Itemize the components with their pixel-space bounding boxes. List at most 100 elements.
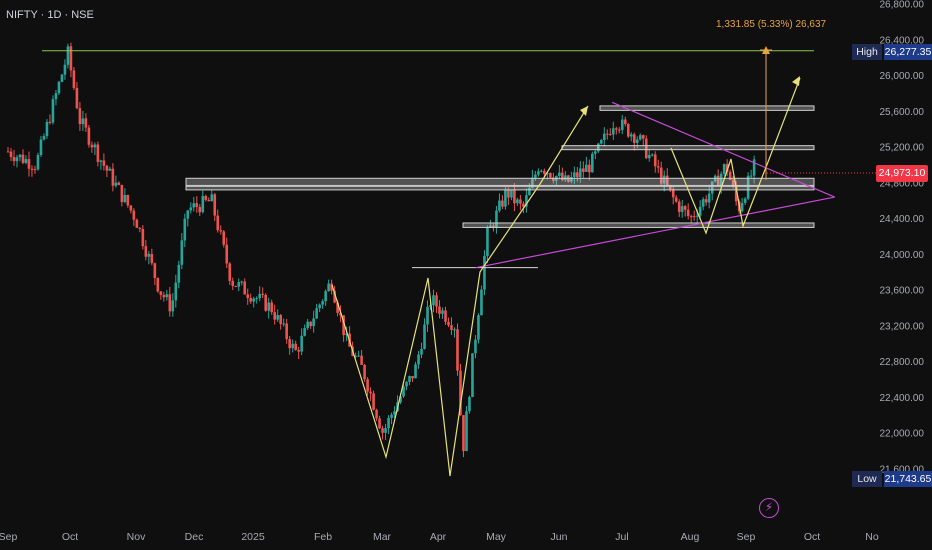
triangle-upper-line[interactable] <box>611 101 835 198</box>
time-tick-label: Oct <box>62 531 78 543</box>
candle-body <box>417 354 420 365</box>
wave-path[interactable] <box>331 105 589 477</box>
candle-body <box>69 46 73 71</box>
candle-body <box>249 297 253 302</box>
candle-body <box>261 293 265 295</box>
candle-body <box>644 138 648 159</box>
candle-body <box>614 128 618 130</box>
candle-body <box>123 195 127 203</box>
zone-rectangle[interactable] <box>561 145 815 151</box>
candle-body <box>294 343 297 351</box>
candle-body <box>570 177 573 182</box>
time-tick-label: Nov <box>127 531 146 543</box>
candle-body <box>207 199 211 202</box>
candle-body <box>510 189 513 198</box>
time-tick-label: Apr <box>430 531 447 543</box>
candle-body <box>126 195 130 206</box>
time-tick-label: Sep <box>0 531 17 543</box>
zone-rectangle[interactable] <box>462 222 815 228</box>
candle-body <box>54 93 58 100</box>
candles-layer <box>6 42 756 458</box>
time-tick-label: Dec <box>185 531 204 543</box>
candle-body <box>24 159 28 163</box>
candle-body <box>692 216 696 218</box>
candle-body <box>405 381 408 387</box>
candle-body <box>282 323 285 325</box>
candle-body <box>252 298 256 302</box>
candle-body <box>300 335 303 352</box>
candle-body <box>102 160 106 166</box>
candle-body <box>12 157 16 162</box>
candle-body <box>171 300 175 312</box>
candle-body <box>99 160 103 162</box>
candle-body <box>638 135 642 140</box>
candle-body <box>45 121 49 137</box>
candle-body <box>594 151 597 154</box>
candle-body <box>258 293 262 299</box>
candle-body <box>216 215 220 231</box>
candle-body <box>285 323 288 340</box>
high-flag: High 26,277.35 <box>852 44 932 60</box>
candle-body <box>641 135 645 139</box>
candle-body <box>576 172 579 178</box>
candle-body <box>701 199 705 207</box>
price-tick-label: 24,400.00 <box>880 214 925 225</box>
candle-body <box>632 134 636 143</box>
zone-rectangle[interactable] <box>185 177 815 186</box>
candle-body <box>18 154 22 158</box>
candle-body <box>312 318 315 327</box>
candle-body <box>698 206 702 216</box>
candle-body <box>84 118 88 128</box>
candle-body <box>591 153 594 173</box>
candle-body <box>267 302 270 311</box>
candle-body <box>195 203 199 208</box>
candle-body <box>540 170 543 172</box>
lightning-bolt-icon[interactable]: ⚡︎ <box>759 498 779 518</box>
candle-body <box>15 157 19 162</box>
candle-body <box>707 193 711 203</box>
candle-body <box>114 182 118 186</box>
candle-body <box>677 201 681 212</box>
candle-body <box>719 173 723 187</box>
candle-body <box>165 294 169 298</box>
candle-body <box>150 253 154 264</box>
candle-body <box>525 195 528 207</box>
candle-body <box>674 197 678 202</box>
candle-body <box>546 173 549 175</box>
triangle-lower-line[interactable] <box>475 196 835 269</box>
projection-path[interactable] <box>670 77 801 235</box>
zone-rectangle[interactable] <box>185 185 815 191</box>
candle-body <box>617 129 621 131</box>
candle-body <box>354 355 357 357</box>
candle-body <box>626 124 630 137</box>
candle-body <box>549 173 552 178</box>
price-axis: 26,800.00 26,400.00 26,000.00 25,600.00 25,2… <box>880 0 925 475</box>
candle-body <box>486 227 489 256</box>
candle-body <box>90 144 94 148</box>
zone-rectangle[interactable] <box>599 105 815 111</box>
candle-body <box>746 175 750 199</box>
candle-body <box>279 315 282 324</box>
time-axis: Sep Oct Nov Dec 2025 Feb Mar Apr May Jun Jul Aug Sep… <box>0 531 879 543</box>
candle-body <box>315 308 318 319</box>
time-tick-label: Jun <box>551 531 568 543</box>
candle-body <box>156 277 160 292</box>
price-tick-label: 24,000.00 <box>880 250 925 261</box>
candle-body <box>647 154 651 159</box>
candle-body <box>36 154 40 170</box>
candle-body <box>201 195 205 213</box>
candle-body <box>147 253 151 257</box>
candle-body <box>168 294 172 312</box>
candle-body <box>273 312 276 320</box>
candle-body <box>231 280 235 286</box>
candle-body <box>513 189 516 204</box>
time-tick-label: Feb <box>314 531 332 543</box>
candle-body <box>42 136 46 140</box>
candle-body <box>342 315 345 336</box>
price-tick-label: 21,600.00 <box>880 464 925 475</box>
candle-body <box>138 227 142 229</box>
candle-body <box>345 333 348 336</box>
candle-body <box>722 164 726 174</box>
candle-body <box>132 210 136 220</box>
